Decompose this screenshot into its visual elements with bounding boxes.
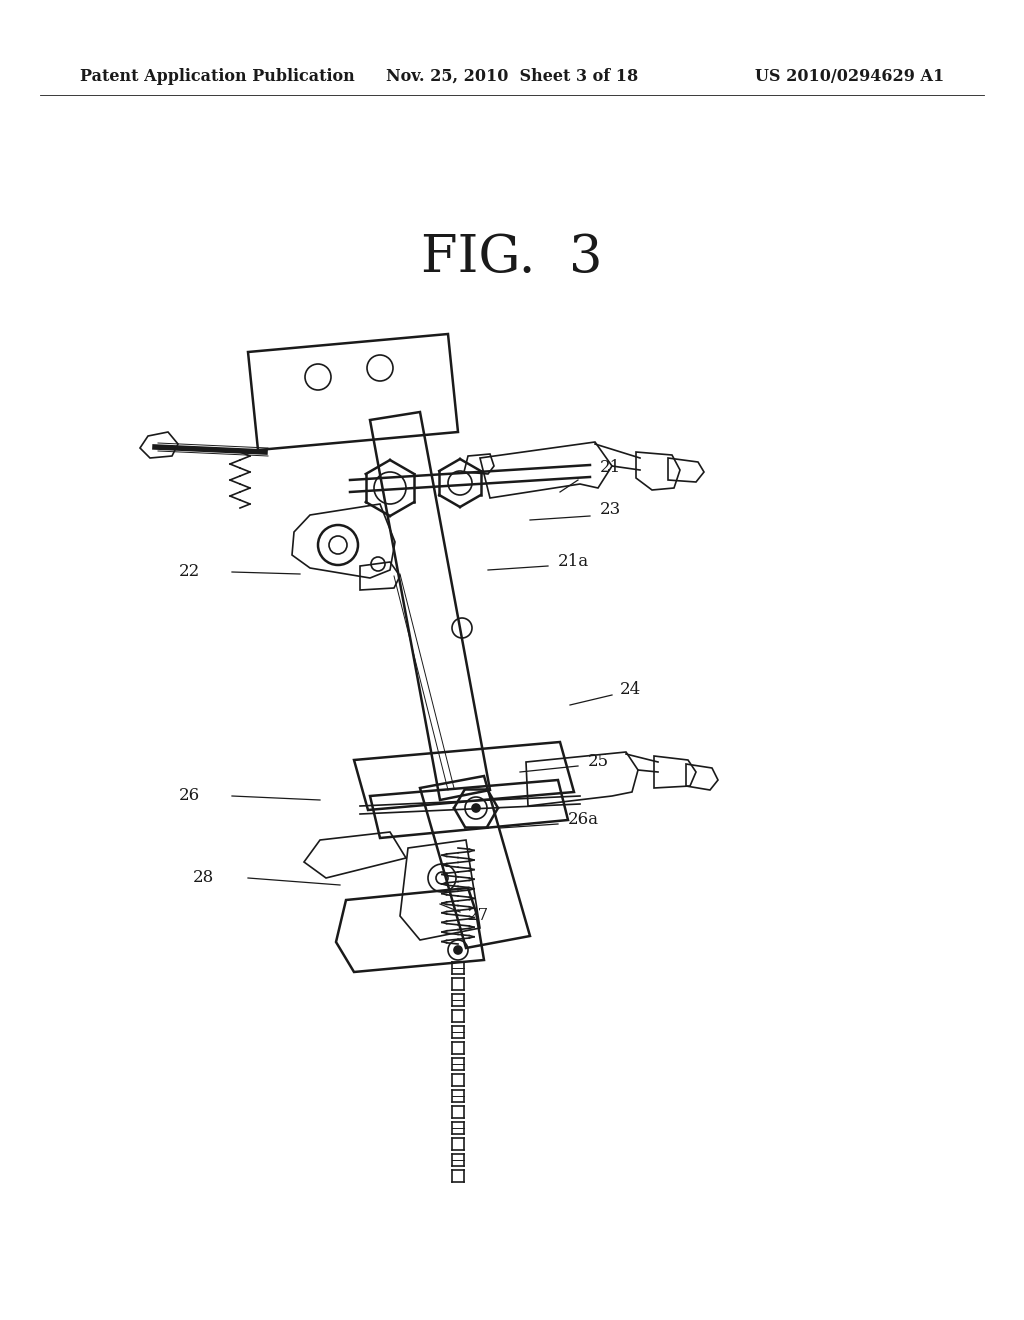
Text: 26: 26: [179, 788, 200, 804]
Text: 27: 27: [468, 908, 489, 924]
Text: 22: 22: [179, 564, 200, 581]
Text: Nov. 25, 2010  Sheet 3 of 18: Nov. 25, 2010 Sheet 3 of 18: [386, 69, 638, 84]
Text: 28: 28: [193, 870, 214, 887]
Text: Patent Application Publication: Patent Application Publication: [80, 69, 354, 84]
Text: FIG.  3: FIG. 3: [421, 232, 603, 282]
Text: 26a: 26a: [568, 812, 599, 829]
Text: 25: 25: [588, 754, 609, 771]
Text: 24: 24: [620, 681, 641, 698]
Text: 21: 21: [600, 459, 622, 477]
Text: 21a: 21a: [558, 553, 589, 570]
Circle shape: [454, 946, 462, 954]
Text: US 2010/0294629 A1: US 2010/0294629 A1: [755, 69, 944, 84]
Circle shape: [472, 804, 480, 812]
Text: 23: 23: [600, 502, 622, 519]
